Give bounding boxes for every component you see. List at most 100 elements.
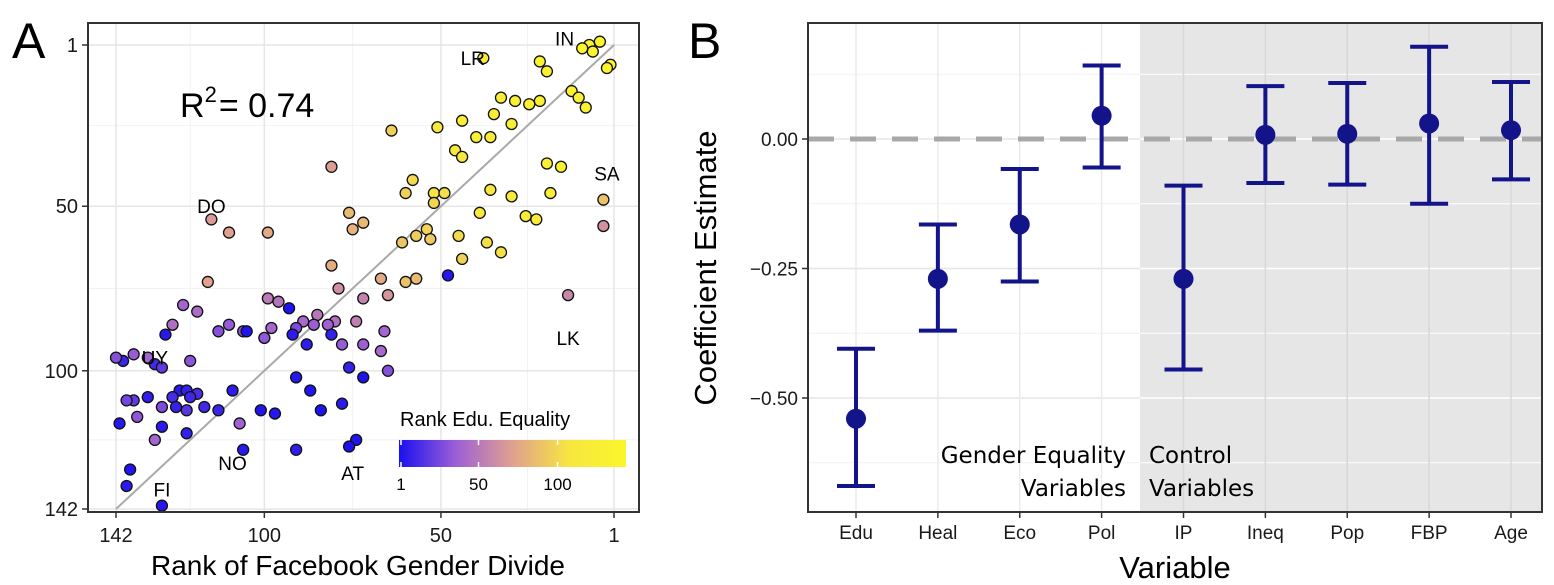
data-point bbox=[381, 364, 395, 377]
data-point bbox=[212, 404, 225, 417]
panel-a-background bbox=[88, 23, 639, 512]
group-label-control-line2: Variables bbox=[1149, 476, 1254, 502]
data-point bbox=[286, 328, 299, 341]
category-label: Pol bbox=[1088, 523, 1115, 544]
category-label: Pop bbox=[1330, 523, 1364, 544]
data-point bbox=[494, 91, 508, 104]
legend-tick-label: 100 bbox=[543, 475, 571, 494]
data-point bbox=[544, 186, 557, 200]
data-point bbox=[597, 219, 610, 233]
legend-tick-label: 1 bbox=[396, 475, 405, 494]
data-point bbox=[254, 404, 267, 417]
data-point bbox=[325, 328, 338, 341]
data-point bbox=[325, 259, 338, 272]
data-point bbox=[307, 318, 320, 331]
data-point bbox=[381, 288, 395, 302]
estimate-point bbox=[846, 408, 866, 429]
panel-a-grid bbox=[88, 23, 639, 512]
r2-annotation: R2= 0.74 bbox=[180, 82, 314, 125]
estimate-point bbox=[1419, 113, 1440, 134]
data-point bbox=[455, 150, 469, 164]
panel-a-scatter: LR IN SA DO LK UY NO AT FI 142 100 50 1 1 50 100 142 R2… bbox=[45, 22, 640, 581]
category-label: Heal bbox=[918, 523, 957, 544]
data-point bbox=[540, 65, 554, 78]
data-point bbox=[155, 499, 169, 512]
data-point bbox=[169, 400, 183, 414]
category-label: Ineq bbox=[1247, 523, 1284, 544]
y-tick-label: 142 bbox=[45, 499, 78, 521]
data-point bbox=[473, 206, 486, 219]
panel-b-letter: B bbox=[688, 13, 721, 69]
data-point bbox=[184, 390, 197, 404]
data-point bbox=[289, 443, 303, 456]
data-point bbox=[236, 443, 250, 456]
data-point bbox=[600, 61, 614, 75]
data-point bbox=[455, 252, 469, 266]
panel-a-points bbox=[109, 35, 617, 512]
legend-colorbar bbox=[399, 440, 626, 467]
data-point bbox=[374, 272, 388, 285]
panel-b-ticks: Edu Heal Eco Pol IP Ineq Pop FBP Age 0.00 −0.25 −0.… bbox=[750, 130, 1528, 544]
data-point bbox=[176, 298, 190, 312]
x-tick-label: 50 bbox=[430, 525, 452, 547]
point-label: LK bbox=[556, 329, 580, 350]
data-point bbox=[332, 282, 345, 295]
x-tick-label: 100 bbox=[248, 525, 281, 547]
panel-a-ticks: 142 100 50 1 1 50 100 142 bbox=[45, 35, 620, 547]
estimate-point bbox=[1173, 268, 1194, 289]
data-point bbox=[222, 318, 236, 331]
data-point bbox=[282, 302, 296, 315]
data-point bbox=[410, 229, 423, 243]
x-tick-label: 1 bbox=[608, 525, 619, 547]
data-point bbox=[357, 371, 370, 384]
data-point bbox=[441, 269, 455, 282]
data-point bbox=[226, 384, 239, 397]
data-point bbox=[427, 196, 441, 210]
group-label-gender-line2: Variables bbox=[1021, 476, 1126, 502]
data-point bbox=[572, 91, 585, 104]
data-point bbox=[166, 318, 179, 331]
category-label: Edu bbox=[839, 523, 873, 544]
data-point bbox=[304, 384, 317, 397]
panel-b-error-bars bbox=[837, 44, 1530, 489]
data-point bbox=[487, 107, 501, 121]
data-point bbox=[314, 404, 328, 417]
group-label-gender-line1: Gender Equality bbox=[941, 443, 1126, 469]
data-point bbox=[261, 226, 275, 239]
panel-b-y-axis-title: Coefficient Estimate bbox=[688, 130, 723, 405]
panel-b-frame bbox=[807, 22, 1543, 513]
data-point bbox=[346, 223, 359, 236]
data-point bbox=[342, 206, 356, 219]
data-point bbox=[505, 117, 518, 131]
data-point bbox=[399, 275, 412, 289]
data-point bbox=[120, 479, 133, 493]
data-point bbox=[452, 229, 465, 243]
data-point bbox=[261, 292, 275, 305]
data-point bbox=[540, 157, 554, 170]
estimate-point bbox=[927, 268, 948, 289]
data-point bbox=[378, 325, 391, 338]
data-point bbox=[289, 371, 303, 384]
data-point bbox=[431, 121, 444, 134]
data-point bbox=[233, 417, 246, 430]
data-point bbox=[155, 420, 169, 433]
y-tick-label: −0.25 bbox=[750, 260, 798, 281]
data-point bbox=[350, 315, 363, 328]
data-point bbox=[205, 213, 218, 226]
data-point bbox=[523, 98, 536, 111]
data-point bbox=[533, 55, 546, 68]
data-point bbox=[131, 410, 144, 424]
data-point bbox=[155, 400, 169, 414]
data-point bbox=[576, 42, 589, 55]
data-point bbox=[159, 328, 172, 341]
panel-a-frame bbox=[87, 22, 640, 513]
data-point bbox=[123, 463, 137, 476]
category-label: Eco bbox=[1003, 523, 1036, 544]
data-point bbox=[494, 246, 508, 259]
data-point bbox=[342, 440, 356, 453]
legend-ticks: 1 50 100 bbox=[396, 440, 572, 494]
estimate-point bbox=[1009, 214, 1030, 235]
category-label: Age bbox=[1494, 523, 1528, 544]
point-label: IN bbox=[555, 29, 574, 50]
